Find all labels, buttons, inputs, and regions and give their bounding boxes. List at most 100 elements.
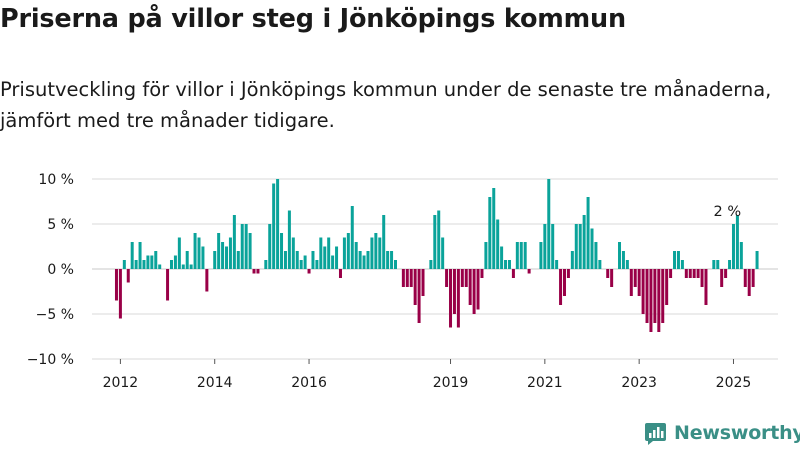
bar [570,251,574,269]
bar [543,224,547,269]
bar [449,269,453,328]
bar [645,269,649,323]
bar [680,260,684,269]
bar [523,242,527,269]
bar [201,246,205,269]
bar [653,269,657,323]
bar [154,251,158,269]
bar [134,260,138,269]
bar [429,260,433,269]
chart-title: Priserna på villor steg i Jönköpings kom… [0,4,626,34]
bar [476,269,480,310]
bar [287,210,291,269]
bar [421,269,425,296]
bar [236,251,240,269]
bar [441,237,445,269]
x-tick-label: 2016 [291,375,327,391]
bar [130,242,134,269]
bar [511,269,515,278]
last-value-annotation: 2 % [714,204,742,220]
bar [743,269,747,287]
bar [724,269,728,278]
bar [319,237,323,269]
bar [649,269,653,332]
bar [641,269,645,314]
bar [562,269,566,296]
bar [280,233,284,269]
bar [256,269,260,274]
bar [480,269,484,278]
bar [346,233,350,269]
bar [295,251,299,269]
bar [468,269,472,305]
bar [338,269,342,278]
bar [177,237,181,269]
bar [169,260,173,269]
bar [515,242,519,269]
bar [382,215,386,269]
bar [590,228,594,269]
bar [618,242,622,269]
bar [594,242,598,269]
bar [578,224,582,269]
bar [559,269,563,305]
bar [700,269,704,287]
bar [114,269,118,301]
bar [409,269,413,287]
bar [181,264,185,269]
bar [460,269,464,287]
newsworthy-logo: Newsworthy [644,420,800,446]
bar [342,237,346,269]
bar [684,269,688,278]
bar [704,269,708,305]
y-tick-label: −5 % [36,307,74,323]
x-tick-label: 2021 [527,375,563,391]
bar [264,260,268,269]
bar [621,251,625,269]
bar [173,255,177,269]
bar [716,260,720,269]
bar [303,255,307,269]
bar [547,179,551,269]
bar [118,269,122,319]
bar [413,269,417,305]
bar [232,215,236,269]
bar [637,269,641,296]
bar [692,269,696,278]
bar [555,260,559,269]
bar [625,260,629,269]
bar [405,269,409,287]
x-tick-label: 2019 [433,375,469,391]
bar [299,260,303,269]
bar [728,260,732,269]
bar [676,251,680,269]
bar [146,255,150,269]
bar [350,206,354,269]
x-tick-label: 2014 [197,375,233,391]
bar [283,251,287,269]
bar [217,233,221,269]
bar [586,197,590,269]
bar [205,269,209,292]
bar [327,237,331,269]
bar [488,197,492,269]
bar [496,219,500,269]
bar [142,260,146,269]
bar [688,269,692,278]
bar [484,242,488,269]
y-tick-label: 10 % [38,172,74,188]
bar [394,260,397,269]
bar [276,179,280,269]
y-tick-label: 5 % [47,217,74,233]
bar [272,183,276,269]
bar [401,269,405,287]
bar [606,269,610,278]
bar [240,224,244,269]
bar [661,269,665,323]
bar [574,224,578,269]
bar [527,269,531,274]
bar [315,260,319,269]
bar [507,260,511,269]
bar [374,233,378,269]
bar [551,224,555,269]
